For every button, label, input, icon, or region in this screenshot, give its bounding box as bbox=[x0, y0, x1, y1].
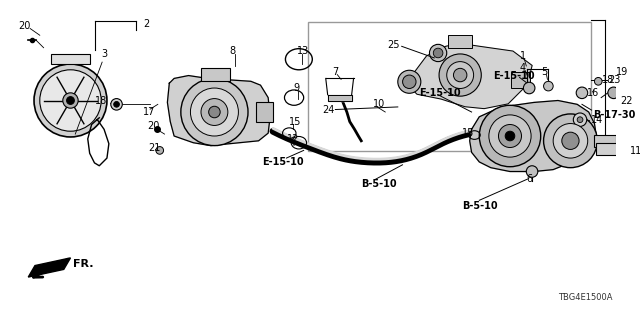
Circle shape bbox=[543, 114, 597, 168]
Text: E-15-10: E-15-10 bbox=[419, 88, 460, 98]
Polygon shape bbox=[328, 95, 351, 100]
Circle shape bbox=[114, 101, 120, 107]
Circle shape bbox=[439, 54, 481, 96]
Text: 21: 21 bbox=[148, 142, 161, 153]
Polygon shape bbox=[403, 44, 532, 109]
Text: 7: 7 bbox=[332, 67, 339, 77]
Text: 15: 15 bbox=[462, 128, 474, 138]
Circle shape bbox=[156, 147, 164, 154]
Text: B-17-30: B-17-30 bbox=[593, 110, 636, 120]
Polygon shape bbox=[168, 76, 270, 146]
Circle shape bbox=[398, 70, 421, 93]
Polygon shape bbox=[470, 100, 596, 172]
Bar bbox=[256, 102, 273, 122]
Bar bbox=[51, 54, 90, 64]
Text: 2: 2 bbox=[143, 19, 150, 29]
Text: 4: 4 bbox=[520, 63, 525, 73]
Text: 15: 15 bbox=[289, 116, 301, 127]
Text: 25: 25 bbox=[388, 40, 400, 50]
Circle shape bbox=[403, 75, 416, 89]
Text: TBG4E1500A: TBG4E1500A bbox=[558, 293, 612, 302]
Circle shape bbox=[576, 87, 588, 99]
Text: 3: 3 bbox=[101, 50, 108, 60]
Circle shape bbox=[573, 113, 587, 126]
Circle shape bbox=[562, 132, 579, 149]
Text: E-15-10: E-15-10 bbox=[262, 157, 304, 167]
Circle shape bbox=[433, 48, 443, 58]
Text: 20: 20 bbox=[19, 21, 31, 31]
Text: 1: 1 bbox=[520, 52, 525, 61]
Text: 16: 16 bbox=[587, 88, 599, 98]
Text: 18: 18 bbox=[95, 95, 108, 106]
Circle shape bbox=[499, 124, 522, 148]
Text: 19: 19 bbox=[616, 67, 628, 77]
Bar bbox=[596, 143, 625, 155]
Circle shape bbox=[608, 87, 620, 99]
Text: 22: 22 bbox=[620, 95, 633, 106]
Circle shape bbox=[479, 105, 541, 167]
Text: B-5-10: B-5-10 bbox=[462, 201, 498, 211]
Circle shape bbox=[209, 106, 220, 118]
Circle shape bbox=[526, 166, 538, 177]
Bar bbox=[595, 135, 616, 147]
Circle shape bbox=[181, 78, 248, 146]
Text: 17: 17 bbox=[143, 107, 156, 117]
Polygon shape bbox=[28, 258, 70, 277]
Bar bbox=[511, 72, 530, 88]
Circle shape bbox=[429, 44, 447, 62]
Bar bbox=[201, 68, 230, 81]
Text: 24: 24 bbox=[322, 105, 334, 115]
Circle shape bbox=[67, 97, 74, 104]
Text: 8: 8 bbox=[230, 46, 236, 56]
Circle shape bbox=[447, 62, 474, 89]
Text: E-15-10: E-15-10 bbox=[493, 70, 534, 81]
Text: 12: 12 bbox=[287, 134, 300, 144]
Text: 14: 14 bbox=[591, 115, 603, 125]
Bar bbox=[308, 22, 591, 151]
Circle shape bbox=[40, 70, 101, 131]
Circle shape bbox=[524, 82, 535, 94]
Text: 13: 13 bbox=[297, 46, 309, 56]
Bar bbox=[448, 35, 472, 48]
Text: FR.: FR. bbox=[74, 259, 94, 268]
Text: 18: 18 bbox=[602, 75, 614, 85]
Text: 5: 5 bbox=[541, 67, 548, 77]
Circle shape bbox=[553, 124, 588, 158]
Text: 6: 6 bbox=[526, 174, 532, 184]
Circle shape bbox=[577, 117, 583, 123]
Circle shape bbox=[454, 68, 467, 82]
Circle shape bbox=[201, 99, 228, 125]
Circle shape bbox=[111, 99, 122, 110]
Text: 20: 20 bbox=[147, 121, 159, 132]
Circle shape bbox=[34, 64, 107, 137]
Circle shape bbox=[595, 77, 602, 85]
Circle shape bbox=[191, 88, 239, 136]
Circle shape bbox=[63, 93, 78, 108]
Text: 9: 9 bbox=[293, 83, 300, 93]
Circle shape bbox=[489, 115, 531, 157]
Text: B-5-10: B-5-10 bbox=[361, 179, 397, 189]
Text: 10: 10 bbox=[372, 99, 385, 109]
Text: 23: 23 bbox=[608, 75, 621, 85]
Text: 11: 11 bbox=[630, 146, 640, 156]
Circle shape bbox=[543, 81, 553, 91]
Circle shape bbox=[505, 131, 515, 141]
